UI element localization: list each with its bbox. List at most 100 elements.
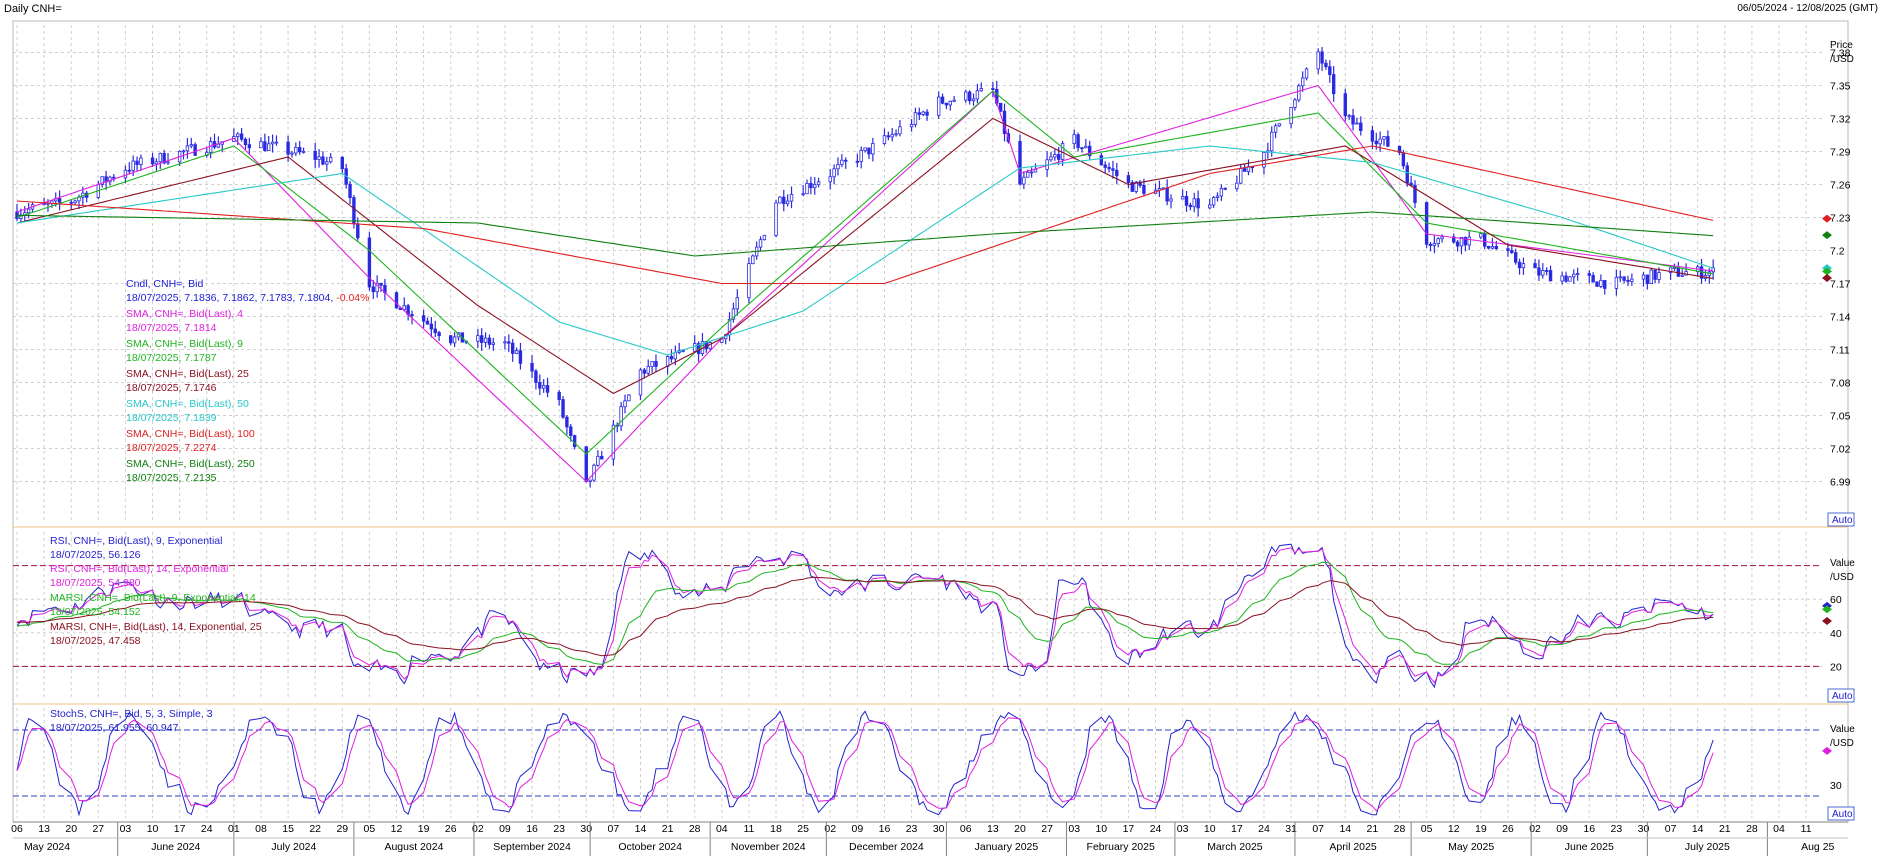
price-candle xyxy=(1622,276,1626,284)
price-candle xyxy=(735,289,739,316)
legend-sma4-name: SMA, CNH=, Bid(Last), 4 xyxy=(126,308,243,320)
price-candle xyxy=(127,162,132,175)
x-tick-label: 26 xyxy=(445,823,457,835)
legend-stoch-value: 18/07/2025, 61.955, 60.947 xyxy=(50,722,179,734)
price-candle xyxy=(1351,108,1355,131)
price-tick-label: 7.26 xyxy=(1830,180,1851,192)
price-candle xyxy=(774,199,778,238)
price-candle xyxy=(1111,160,1115,179)
price-candle xyxy=(967,90,972,105)
x-tick-label: 23 xyxy=(1611,823,1623,835)
x-tick-label: 09 xyxy=(499,823,511,835)
price-candle xyxy=(270,134,275,153)
month-label: January 2025 xyxy=(975,841,1039,853)
price-candle xyxy=(747,257,751,304)
x-tick-label: 19 xyxy=(1475,823,1487,835)
price-candle xyxy=(813,177,817,195)
svg-text:Auto: Auto xyxy=(1832,691,1853,702)
price-candle xyxy=(623,394,627,414)
price-candle xyxy=(189,137,193,149)
legend-sma100-value: 18/07/2025, 7.2274 xyxy=(126,442,217,454)
price-candle xyxy=(1618,270,1622,283)
rsi-auto-button[interactable]: Auto xyxy=(1827,688,1855,703)
x-tick-label: 09 xyxy=(852,823,864,835)
x-tick-label: 02 xyxy=(472,823,484,835)
price-candle xyxy=(836,157,840,176)
price-candle xyxy=(57,190,62,211)
price-candle xyxy=(913,107,918,128)
price-candle xyxy=(1331,66,1336,102)
price-candle xyxy=(991,82,995,98)
price-candle xyxy=(212,133,217,150)
x-tick-label: 21 xyxy=(1719,823,1731,835)
x-tick-label: 23 xyxy=(906,823,918,835)
price-tick-label: 7.02 xyxy=(1830,444,1851,456)
price-candle xyxy=(1324,59,1328,70)
price-candle xyxy=(301,147,306,154)
stoch-marker xyxy=(1822,746,1832,755)
stoch-tick-label: 30 xyxy=(1830,780,1842,792)
price-candle xyxy=(1653,269,1657,284)
month-label: September 2024 xyxy=(493,841,571,853)
price-candle xyxy=(1049,151,1053,162)
price-candle xyxy=(1304,67,1309,81)
price-candle xyxy=(476,328,480,348)
sma-line xyxy=(16,117,1714,395)
price-candle xyxy=(1343,88,1347,122)
legend-marsi14-name: MARSI, CNH=, Bid(Last), 14, Exponential,… xyxy=(50,621,262,633)
price-candle xyxy=(1188,202,1193,211)
x-tick-label: 04 xyxy=(1773,823,1785,835)
price-candle xyxy=(534,369,538,390)
month-label: December 2024 xyxy=(849,841,924,853)
x-tick-label: 10 xyxy=(1204,823,1216,835)
x-tick-label: 11 xyxy=(743,823,754,835)
price-tick-label: 7.23 xyxy=(1830,213,1851,225)
legend-rsi14-name: RSI, CNH=, Bid(Last), 14, Exponential xyxy=(50,563,228,575)
price-candle xyxy=(971,93,976,106)
price-auto-button[interactable]: Auto xyxy=(1827,512,1855,527)
price-candle xyxy=(1490,237,1495,250)
price-tick-label: 7.17 xyxy=(1830,279,1851,291)
price-candle xyxy=(855,153,860,168)
price-candle xyxy=(1138,180,1142,188)
price-candle xyxy=(600,450,604,460)
price-tick-label: 7.2 xyxy=(1830,246,1845,258)
price-candle xyxy=(1649,268,1653,285)
price-candle xyxy=(452,332,457,348)
stoch-auto-button[interactable]: Auto xyxy=(1827,806,1855,821)
rsi-line xyxy=(16,543,1714,689)
price-candle xyxy=(1196,190,1200,217)
price-candle xyxy=(1359,116,1363,136)
price-candle xyxy=(1548,265,1553,282)
price-candle xyxy=(859,146,863,169)
price-candle xyxy=(1223,187,1227,191)
price-candle xyxy=(917,107,922,121)
stoch-line xyxy=(16,717,1714,812)
price-candle xyxy=(561,396,565,419)
price-candle xyxy=(247,137,252,154)
month-label: May 2024 xyxy=(24,841,70,853)
price-candle xyxy=(1591,272,1595,283)
month-label: April 2025 xyxy=(1329,841,1376,853)
x-tick-label: 07 xyxy=(1312,823,1324,835)
stoch-axis-unit: /USD xyxy=(1830,738,1854,749)
price-candle xyxy=(692,335,697,352)
price-candle xyxy=(805,179,809,195)
x-tick-label: 20 xyxy=(65,823,77,835)
legend-sma50-name: SMA, CNH=, Bid(Last), 50 xyxy=(126,398,249,410)
price-candle xyxy=(1572,269,1576,284)
price-candle xyxy=(263,133,267,152)
price-tick-label: 7.29 xyxy=(1830,147,1851,159)
x-tick-label: 22 xyxy=(309,823,321,835)
price-candle xyxy=(1192,192,1196,213)
stoch-line xyxy=(16,710,1714,817)
price-candle xyxy=(1641,272,1646,287)
price-candle xyxy=(832,164,836,185)
month-label: October 2024 xyxy=(618,841,682,853)
price-candle xyxy=(1397,145,1402,156)
price-candle xyxy=(1297,83,1301,103)
price-candle xyxy=(1277,123,1282,127)
legend-sma250-name: SMA, CNH=, Bid(Last), 250 xyxy=(126,458,255,470)
price-marker xyxy=(1822,274,1832,282)
